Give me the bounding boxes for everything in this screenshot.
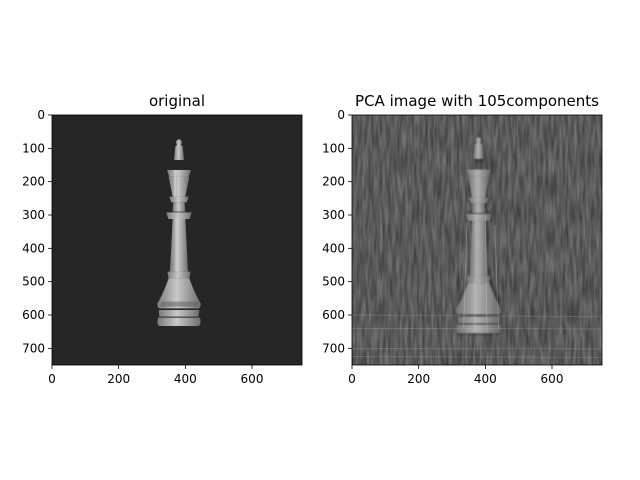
x-ticks-original: 0 200 400 600 [48,365,263,386]
y-tick-label: 200 [322,175,345,189]
y-tick-label: 700 [22,341,45,355]
x-tick-label: 600 [541,372,564,386]
x-tick-label: 400 [474,372,497,386]
y-ticks-pca: 0 100 200 300 400 500 600 700 [322,108,352,355]
axes-original: original 0 200 400 600 0 100 200 300 400 500 600 7… [22,92,303,386]
y-tick-label: 600 [322,308,345,322]
chart-title-original: original [149,92,205,110]
x-tick-label: 200 [107,372,130,386]
axes-frame-original [51,114,303,366]
y-tick-label: 600 [22,308,45,322]
y-ticks-original: 0 100 200 300 400 500 600 700 [22,108,52,355]
axes-frame-pca [351,114,603,366]
axes-pca: PCA image with 105components [322,92,603,386]
y-tick-label: 100 [322,141,345,155]
pca-reconstructed-chess-king [352,137,602,358]
y-tick-label: 0 [37,108,45,122]
x-tick-label: 0 [348,372,356,386]
y-tick-label: 700 [322,341,345,355]
chess-king-piece [157,139,201,326]
y-tick-label: 0 [337,108,345,122]
x-tick-label: 600 [241,372,264,386]
y-tick-label: 300 [22,208,45,222]
y-tick-label: 500 [322,275,345,289]
x-ticks-pca: 0 200 400 600 [348,365,563,386]
y-tick-label: 200 [22,175,45,189]
y-tick-label: 400 [22,241,45,255]
x-tick-label: 200 [407,372,430,386]
y-tick-label: 400 [322,241,345,255]
y-tick-label: 300 [322,208,345,222]
x-tick-label: 400 [174,372,197,386]
y-tick-label: 100 [22,141,45,155]
chart-title-pca: PCA image with 105components [355,92,599,110]
y-tick-label: 500 [22,275,45,289]
x-tick-label: 0 [48,372,56,386]
